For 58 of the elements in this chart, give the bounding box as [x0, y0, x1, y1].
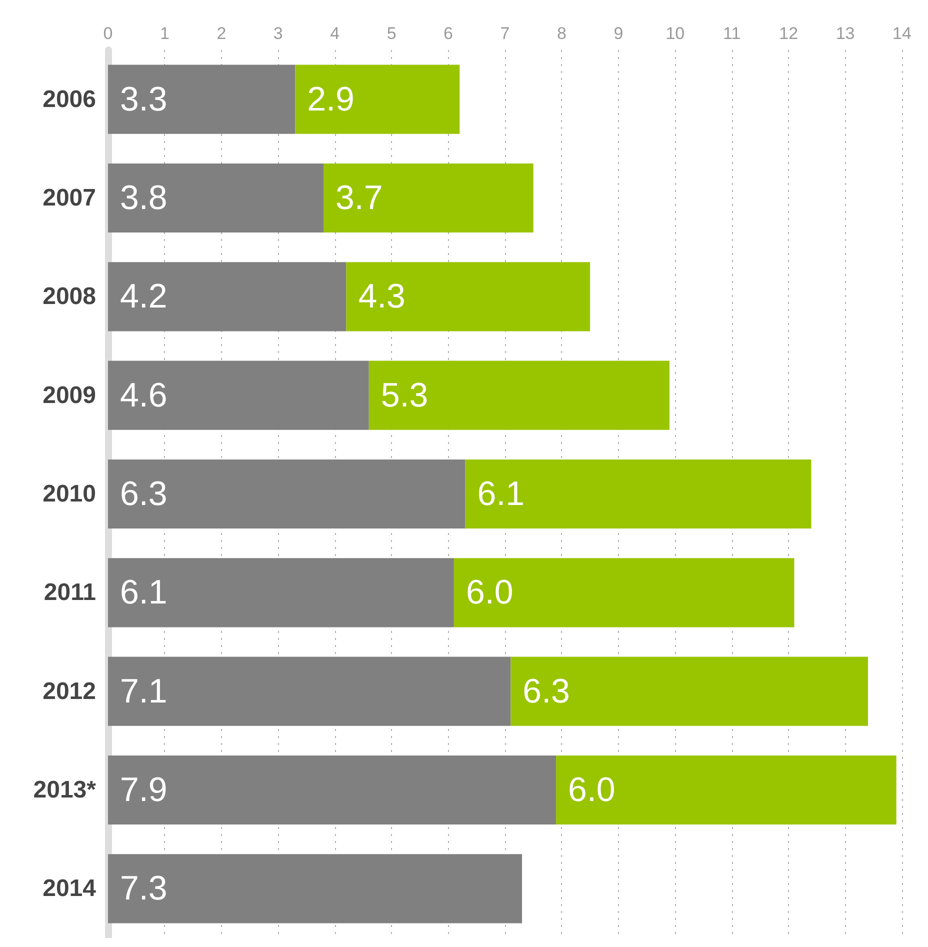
x-tick-label: 7 — [500, 24, 510, 43]
bar — [108, 163, 324, 233]
bar — [108, 459, 466, 529]
bar — [324, 163, 534, 233]
y-tick-label: 2009 — [42, 382, 96, 409]
x-tick-label: 13 — [836, 24, 855, 43]
y-tick-label: 2010 — [42, 480, 96, 508]
bar — [510, 656, 868, 726]
data-label: 4.6 — [120, 376, 168, 414]
bar — [556, 755, 896, 825]
bar — [108, 262, 346, 332]
x-tick-label: 12 — [779, 24, 798, 43]
x-tick-label: 10 — [666, 24, 685, 43]
data-label: 6.3 — [522, 672, 570, 710]
data-label: 6.3 — [120, 475, 168, 513]
x-tick-label: 2 — [216, 24, 226, 43]
data-label: 3.8 — [120, 179, 168, 217]
data-label: 5.3 — [380, 376, 428, 414]
x-tick-label: 14 — [892, 24, 912, 43]
y-tick-label: 2008 — [42, 283, 96, 310]
bar — [108, 360, 369, 430]
x-tick-label: 0 — [103, 24, 113, 43]
bar — [108, 854, 522, 924]
x-tick-label: 8 — [556, 24, 566, 43]
data-label: 6.1 — [477, 475, 525, 513]
bar — [368, 360, 670, 430]
x-tick-label: 11 — [723, 24, 741, 43]
bar — [465, 459, 812, 529]
data-label: 3.7 — [336, 179, 383, 217]
x-tick-label: 4 — [330, 24, 340, 43]
x-tick-label: 9 — [614, 24, 624, 43]
bar — [108, 558, 454, 628]
y-tick-label: 2007 — [42, 184, 96, 212]
bar — [108, 656, 511, 726]
data-label: 6.1 — [120, 574, 168, 612]
data-label: 6.0 — [568, 771, 616, 809]
data-label: 7.9 — [120, 771, 168, 809]
y-tick-label: 2011 — [44, 579, 96, 606]
bar — [454, 558, 794, 628]
x-tick-label: 1 — [160, 24, 170, 43]
data-label: 7.3 — [120, 870, 168, 908]
data-label: 4.3 — [358, 278, 406, 316]
data-label: 3.3 — [120, 80, 168, 118]
bar — [346, 262, 590, 332]
y-tick-label: 2012 — [42, 678, 96, 705]
data-label: 6.0 — [466, 574, 514, 612]
y-tick-label: 2014 — [42, 875, 97, 902]
x-tick-label: 6 — [444, 24, 454, 43]
y-tick-label: 2013* — [33, 776, 97, 804]
bar — [108, 64, 296, 134]
data-label: 2.9 — [307, 80, 354, 118]
x-tick-label: 3 — [273, 24, 283, 43]
data-label: 4.2 — [120, 278, 168, 316]
y-tick-label: 2006 — [42, 86, 96, 113]
bar — [295, 64, 460, 134]
bar — [108, 755, 556, 825]
x-tick-label: 5 — [386, 24, 396, 43]
data-label: 7.1 — [120, 672, 168, 710]
